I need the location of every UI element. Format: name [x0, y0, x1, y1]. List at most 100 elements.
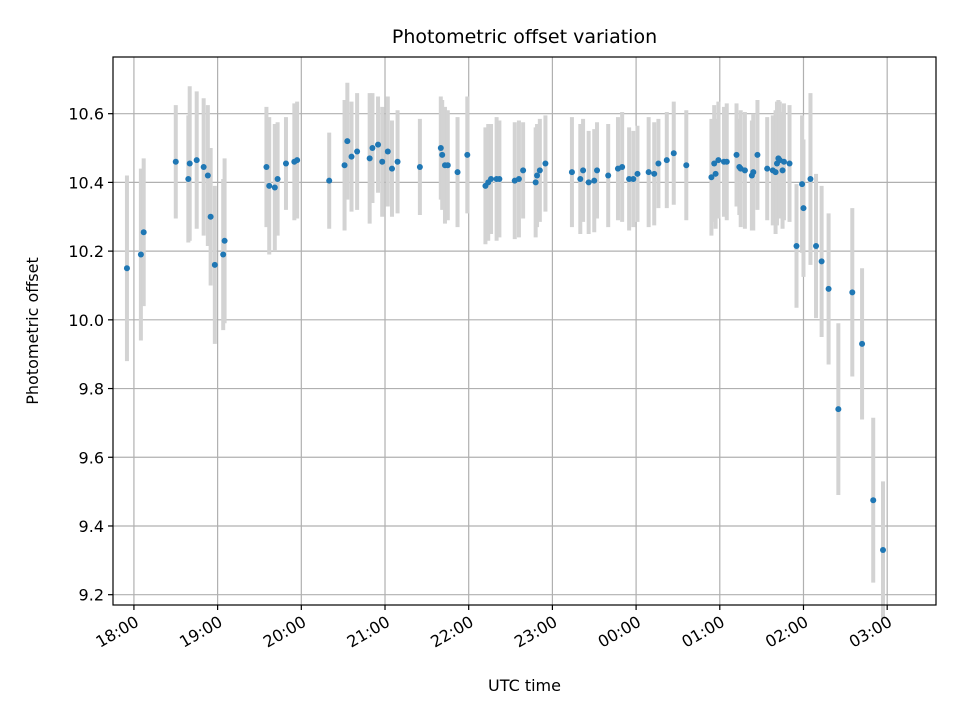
data-point: [536, 167, 543, 174]
chart-title: Photometric offset variation: [392, 26, 657, 48]
data-point: [520, 167, 527, 174]
data-point: [200, 163, 207, 170]
data-point: [591, 177, 598, 184]
data-points: [123, 138, 886, 554]
data-point: [605, 172, 612, 179]
data-point: [384, 148, 391, 155]
data-point: [394, 158, 401, 165]
data-point: [630, 175, 637, 182]
data-point: [779, 167, 786, 174]
data-point: [712, 170, 719, 177]
data-point: [849, 289, 856, 296]
y-axis-ticks: 9.2 9.4 9.6 9.8 10.0 10.2 10.4 10.6: [68, 105, 113, 605]
data-point: [207, 213, 214, 220]
data-point: [185, 175, 192, 182]
data-point: [741, 167, 748, 174]
data-point: [354, 148, 361, 155]
data-point: [439, 151, 446, 158]
data-point: [800, 205, 807, 212]
data-point: [723, 158, 730, 165]
y-axis-label: Photometric offset: [23, 257, 42, 405]
data-point: [532, 179, 539, 186]
data-point: [750, 169, 757, 176]
data-point: [799, 181, 806, 188]
data-point: [534, 172, 541, 179]
data-point: [464, 151, 471, 158]
data-point: [580, 167, 587, 174]
data-point: [733, 151, 740, 158]
data-point: [594, 167, 601, 174]
data-point: [140, 229, 147, 236]
data-point: [274, 175, 281, 182]
data-point: [444, 162, 451, 169]
data-point: [879, 547, 886, 554]
data-point: [221, 237, 228, 244]
data-point: [294, 157, 301, 164]
data-point: [634, 170, 641, 177]
data-point: [186, 160, 193, 167]
data-point: [754, 151, 761, 158]
data-point: [813, 242, 820, 249]
data-point: [772, 169, 779, 176]
data-point: [825, 285, 832, 292]
y-tick-label: 9.8: [79, 380, 104, 399]
data-point: [488, 175, 495, 182]
y-tick-label: 10.0: [68, 311, 104, 330]
data-point: [220, 251, 227, 258]
y-tick-label: 10.6: [68, 105, 104, 124]
data-point: [780, 158, 787, 165]
data-point: [375, 141, 382, 148]
data-point: [123, 265, 130, 272]
y-tick-label: 10.2: [68, 242, 104, 261]
data-point: [416, 163, 423, 170]
data-point: [568, 169, 575, 176]
data-point: [626, 175, 633, 182]
data-point: [344, 138, 351, 145]
data-point: [764, 165, 771, 172]
y-tick-label: 10.4: [68, 173, 104, 192]
data-point: [341, 162, 348, 169]
x-axis-label: UTC time: [488, 676, 561, 695]
data-point: [585, 179, 592, 186]
data-point: [786, 160, 793, 167]
data-point: [645, 169, 652, 176]
data-point: [663, 157, 670, 164]
data-point: [835, 406, 842, 413]
data-point: [172, 158, 179, 165]
data-point: [211, 261, 218, 268]
data-point: [870, 497, 877, 504]
data-point: [793, 242, 800, 249]
data-point: [670, 150, 677, 157]
data-point: [379, 158, 386, 165]
data-point: [348, 153, 355, 160]
data-point: [577, 175, 584, 182]
data-point: [711, 160, 718, 167]
data-point: [683, 162, 690, 169]
data-point: [326, 177, 333, 184]
data-point: [496, 175, 503, 182]
data-point: [366, 155, 373, 162]
data-point: [542, 160, 549, 167]
data-point: [515, 175, 522, 182]
data-point: [282, 160, 289, 167]
data-point: [266, 182, 273, 189]
data-point: [818, 258, 825, 265]
data-point: [807, 175, 814, 182]
data-point: [437, 145, 444, 152]
data-point: [193, 157, 200, 164]
data-point: [454, 169, 461, 176]
data-point: [655, 160, 662, 167]
data-point: [388, 165, 395, 172]
y-tick-label: 9.4: [79, 517, 104, 536]
data-point: [619, 163, 626, 170]
data-point: [715, 157, 722, 164]
data-point: [708, 174, 715, 181]
data-point: [859, 340, 866, 347]
data-point: [204, 172, 211, 179]
data-point: [263, 163, 270, 170]
data-point: [369, 145, 376, 152]
y-tick-label: 9.2: [79, 586, 104, 605]
y-tick-label: 9.6: [79, 448, 104, 467]
